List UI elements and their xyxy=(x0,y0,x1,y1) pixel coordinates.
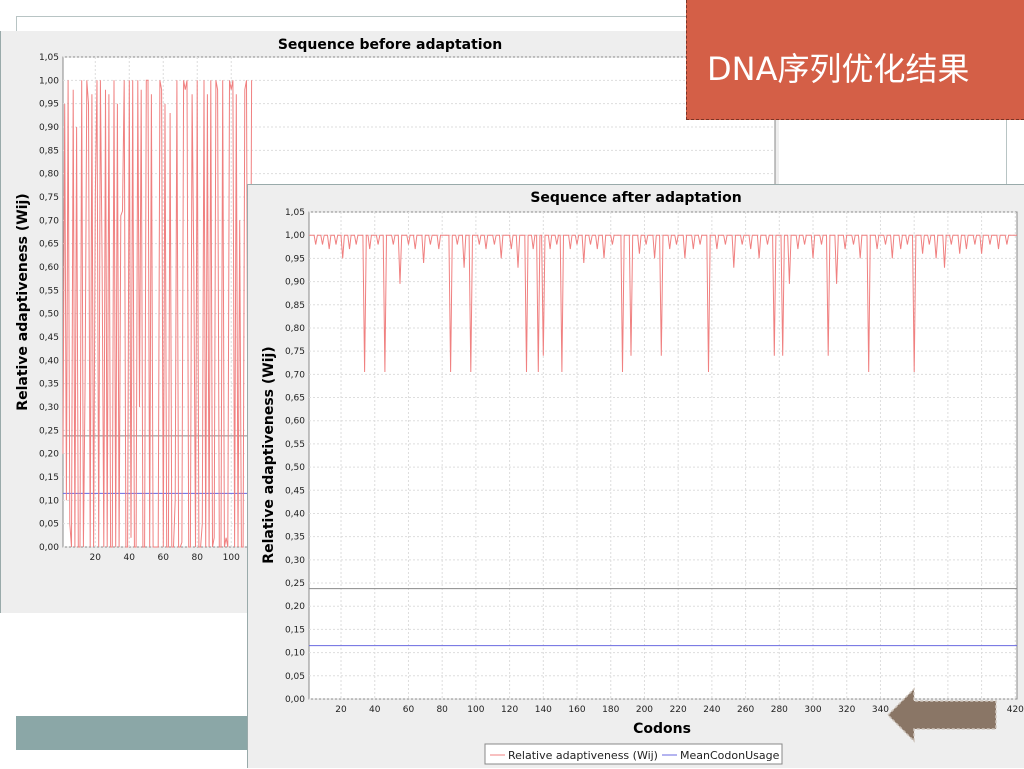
chart-after-grid xyxy=(309,211,1017,700)
y-tick-label: 0,35 xyxy=(39,380,59,390)
x-tick-label: 20 xyxy=(335,705,347,715)
y-tick-label: 0,75 xyxy=(39,193,59,203)
y-tick-label: 0,85 xyxy=(39,146,59,156)
y-tick-label: 0,90 xyxy=(39,123,59,133)
y-tick-label: 1,00 xyxy=(285,231,305,241)
y-tick-label: 1,05 xyxy=(39,53,59,63)
x-tick-label: 160 xyxy=(568,705,585,715)
y-tick-label: 0,90 xyxy=(285,278,305,288)
back-arrow-shape[interactable] xyxy=(886,687,997,743)
x-tick-label: 420 xyxy=(1007,705,1024,715)
y-tick-label: 0,30 xyxy=(285,556,305,566)
y-tick-label: 0,10 xyxy=(285,649,305,659)
y-tick-label: 0,05 xyxy=(285,672,305,682)
chart-after-panel: Sequence after adaptation 0,00 0,05 0,10 0,… xyxy=(247,184,1024,768)
slide-frame-left xyxy=(16,16,17,36)
y-tick-label: 0,65 xyxy=(285,394,305,404)
x-tick-label: 180 xyxy=(602,705,619,715)
left-arrow-icon[interactable] xyxy=(886,686,998,744)
y-tick-label: 0,50 xyxy=(39,310,59,320)
legend-box xyxy=(484,743,783,765)
x-tick-label: 140 xyxy=(535,705,552,715)
y-tick-label: 0,80 xyxy=(39,170,59,180)
y-tick-label: 0,40 xyxy=(285,509,305,519)
legend-item-mean: MeanCodonUsage xyxy=(680,749,780,762)
slide-frame-top xyxy=(16,16,1006,17)
series-line-relative-adaptiveness xyxy=(309,234,1017,373)
y-tick-label: 0,25 xyxy=(285,579,305,589)
y-tick-label: 0,55 xyxy=(285,440,305,450)
y-tick-label: 0,95 xyxy=(39,100,59,110)
y-tick-label: 0,65 xyxy=(39,240,59,250)
chart-after-x-label: Codons xyxy=(633,721,691,737)
x-tick-label: 60 xyxy=(158,553,170,563)
y-tick-label: 0,40 xyxy=(39,356,59,366)
y-tick-label: 0,60 xyxy=(285,417,305,427)
y-tick-label: 0,45 xyxy=(39,333,59,343)
y-tick-label: 0,55 xyxy=(39,286,59,296)
footer-band xyxy=(16,716,248,750)
x-tick-label: 100 xyxy=(223,553,240,563)
y-tick-label: 0,30 xyxy=(39,403,59,413)
x-tick-label: 200 xyxy=(636,705,653,715)
x-tick-label: 80 xyxy=(436,705,448,715)
chart-after-plot-area xyxy=(308,211,1018,700)
x-tick-label: 300 xyxy=(804,705,821,715)
x-tick-label: 220 xyxy=(670,705,687,715)
x-tick-label: 20 xyxy=(90,553,102,563)
chart-before-x-ticks: 20 40 60 80 100 xyxy=(90,553,241,563)
y-tick-label: 0,75 xyxy=(285,347,305,357)
y-tick-label: 0,50 xyxy=(285,463,305,473)
y-tick-label: 0,70 xyxy=(285,370,305,380)
x-tick-label: 40 xyxy=(369,705,381,715)
y-tick-label: 0,35 xyxy=(285,533,305,543)
x-tick-label: 80 xyxy=(192,553,204,563)
y-tick-label: 0,00 xyxy=(285,695,305,705)
legend-item-wij: Relative adaptiveness (Wij) xyxy=(508,749,658,762)
x-tick-label: 260 xyxy=(737,705,754,715)
series-line-relative-adaptiveness xyxy=(62,79,253,548)
x-tick-label: 280 xyxy=(771,705,788,715)
y-tick-label: 0,15 xyxy=(39,473,59,483)
y-tick-label: 0,85 xyxy=(285,301,305,311)
chart-before-y-label: Relative adaptiveness (Wij) xyxy=(15,193,31,410)
y-tick-label: 0,05 xyxy=(39,520,59,530)
y-tick-label: 0,20 xyxy=(39,450,59,460)
y-tick-label: 0,80 xyxy=(285,324,305,334)
x-tick-label: 240 xyxy=(703,705,720,715)
slide-title: DNA序列优化结果 xyxy=(707,50,970,88)
x-tick-label: 60 xyxy=(403,705,415,715)
chart-after-title: Sequence after adaptation xyxy=(530,190,741,206)
chart-before-title: Sequence before adaptation xyxy=(278,37,502,53)
y-tick-label: 0,15 xyxy=(285,625,305,635)
y-tick-label: 0,00 xyxy=(39,543,59,553)
y-tick-label: 0,70 xyxy=(39,216,59,226)
y-tick-label: 0,25 xyxy=(39,426,59,436)
slide-title-box: DNA序列优化结果 xyxy=(686,0,1024,120)
y-tick-label: 0,60 xyxy=(39,263,59,273)
chart-after-y-ticks: 0,00 0,05 0,10 0,15 0,20 0,25 0,30 0,35 0,40 0,45… xyxy=(285,208,305,705)
chart-before-y-ticks: 0,00 0,05 0,10 0,15 0,20 0,25 0,30 0,35 0,40 0,45… xyxy=(39,53,59,553)
y-tick-label: 1,05 xyxy=(285,208,305,218)
x-tick-label: 120 xyxy=(501,705,518,715)
y-tick-label: 1,00 xyxy=(39,76,59,86)
chart-after-series xyxy=(309,234,1017,647)
x-tick-label: 320 xyxy=(838,705,855,715)
y-tick-label: 0,45 xyxy=(285,486,305,496)
chart-after-x-ticks: 20 40 60 80 100 120 140 160 180 200 220 240 260 280 30… xyxy=(335,705,1024,715)
chart-after-svg: Sequence after adaptation 0,000,050,100,… xyxy=(261,190,1024,765)
chart-after-legend: Relative adaptiveness (Wij) MeanCodonUsa… xyxy=(484,743,783,765)
y-tick-label: 0,10 xyxy=(39,496,59,506)
y-tick-label: 0,95 xyxy=(285,254,305,264)
x-tick-label: 100 xyxy=(467,705,484,715)
y-tick-label: 0,20 xyxy=(285,602,305,612)
x-tick-label: 40 xyxy=(124,553,136,563)
chart-after-y-label: Relative adaptiveness (Wij) xyxy=(261,346,277,563)
x-tick-label: 340 xyxy=(872,705,889,715)
